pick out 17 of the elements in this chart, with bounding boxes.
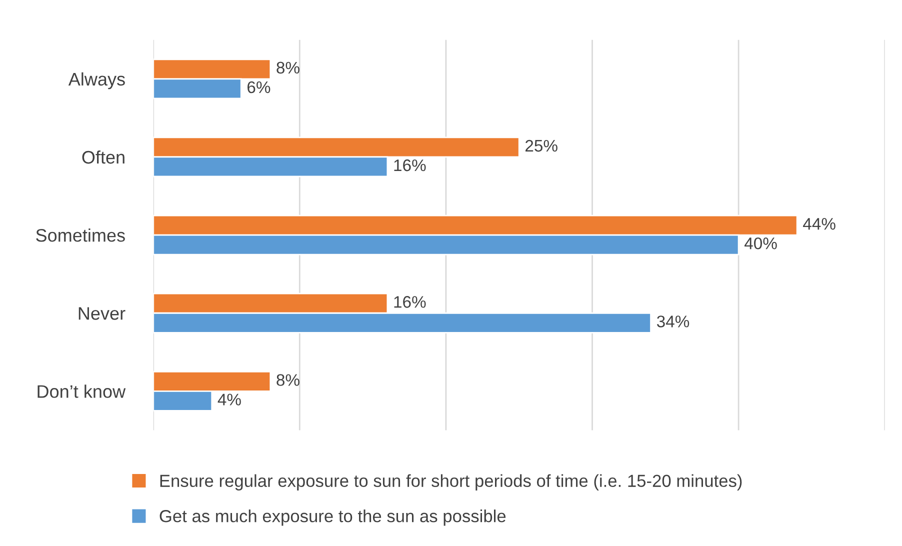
data-label: 44% [803,218,836,230]
y-tick-label: Never [78,307,126,320]
data-label: 4% [218,394,241,406]
legend-label: Get as much exposure to the sun as possible [160,510,506,526]
data-label: 8% [276,374,300,386]
y-tick-label: Often [82,150,124,164]
y-tick-label: Sometimes [36,228,125,242]
data-label: 6% [248,81,270,94]
legend-label: Ensure regular exposure to sun for short periods of time (i.e. 15-20 minutes) [160,474,742,490]
data-label: 16% [394,159,426,172]
y-tick-label: Always [68,72,125,90]
data-label: 16% [394,296,426,308]
data-label: 25% [525,140,558,152]
data-label: 40% [744,237,777,250]
y-tick-label: Don’t know [38,384,126,398]
data-label: 34% [656,316,690,328]
data-label: 8% [276,62,300,74]
